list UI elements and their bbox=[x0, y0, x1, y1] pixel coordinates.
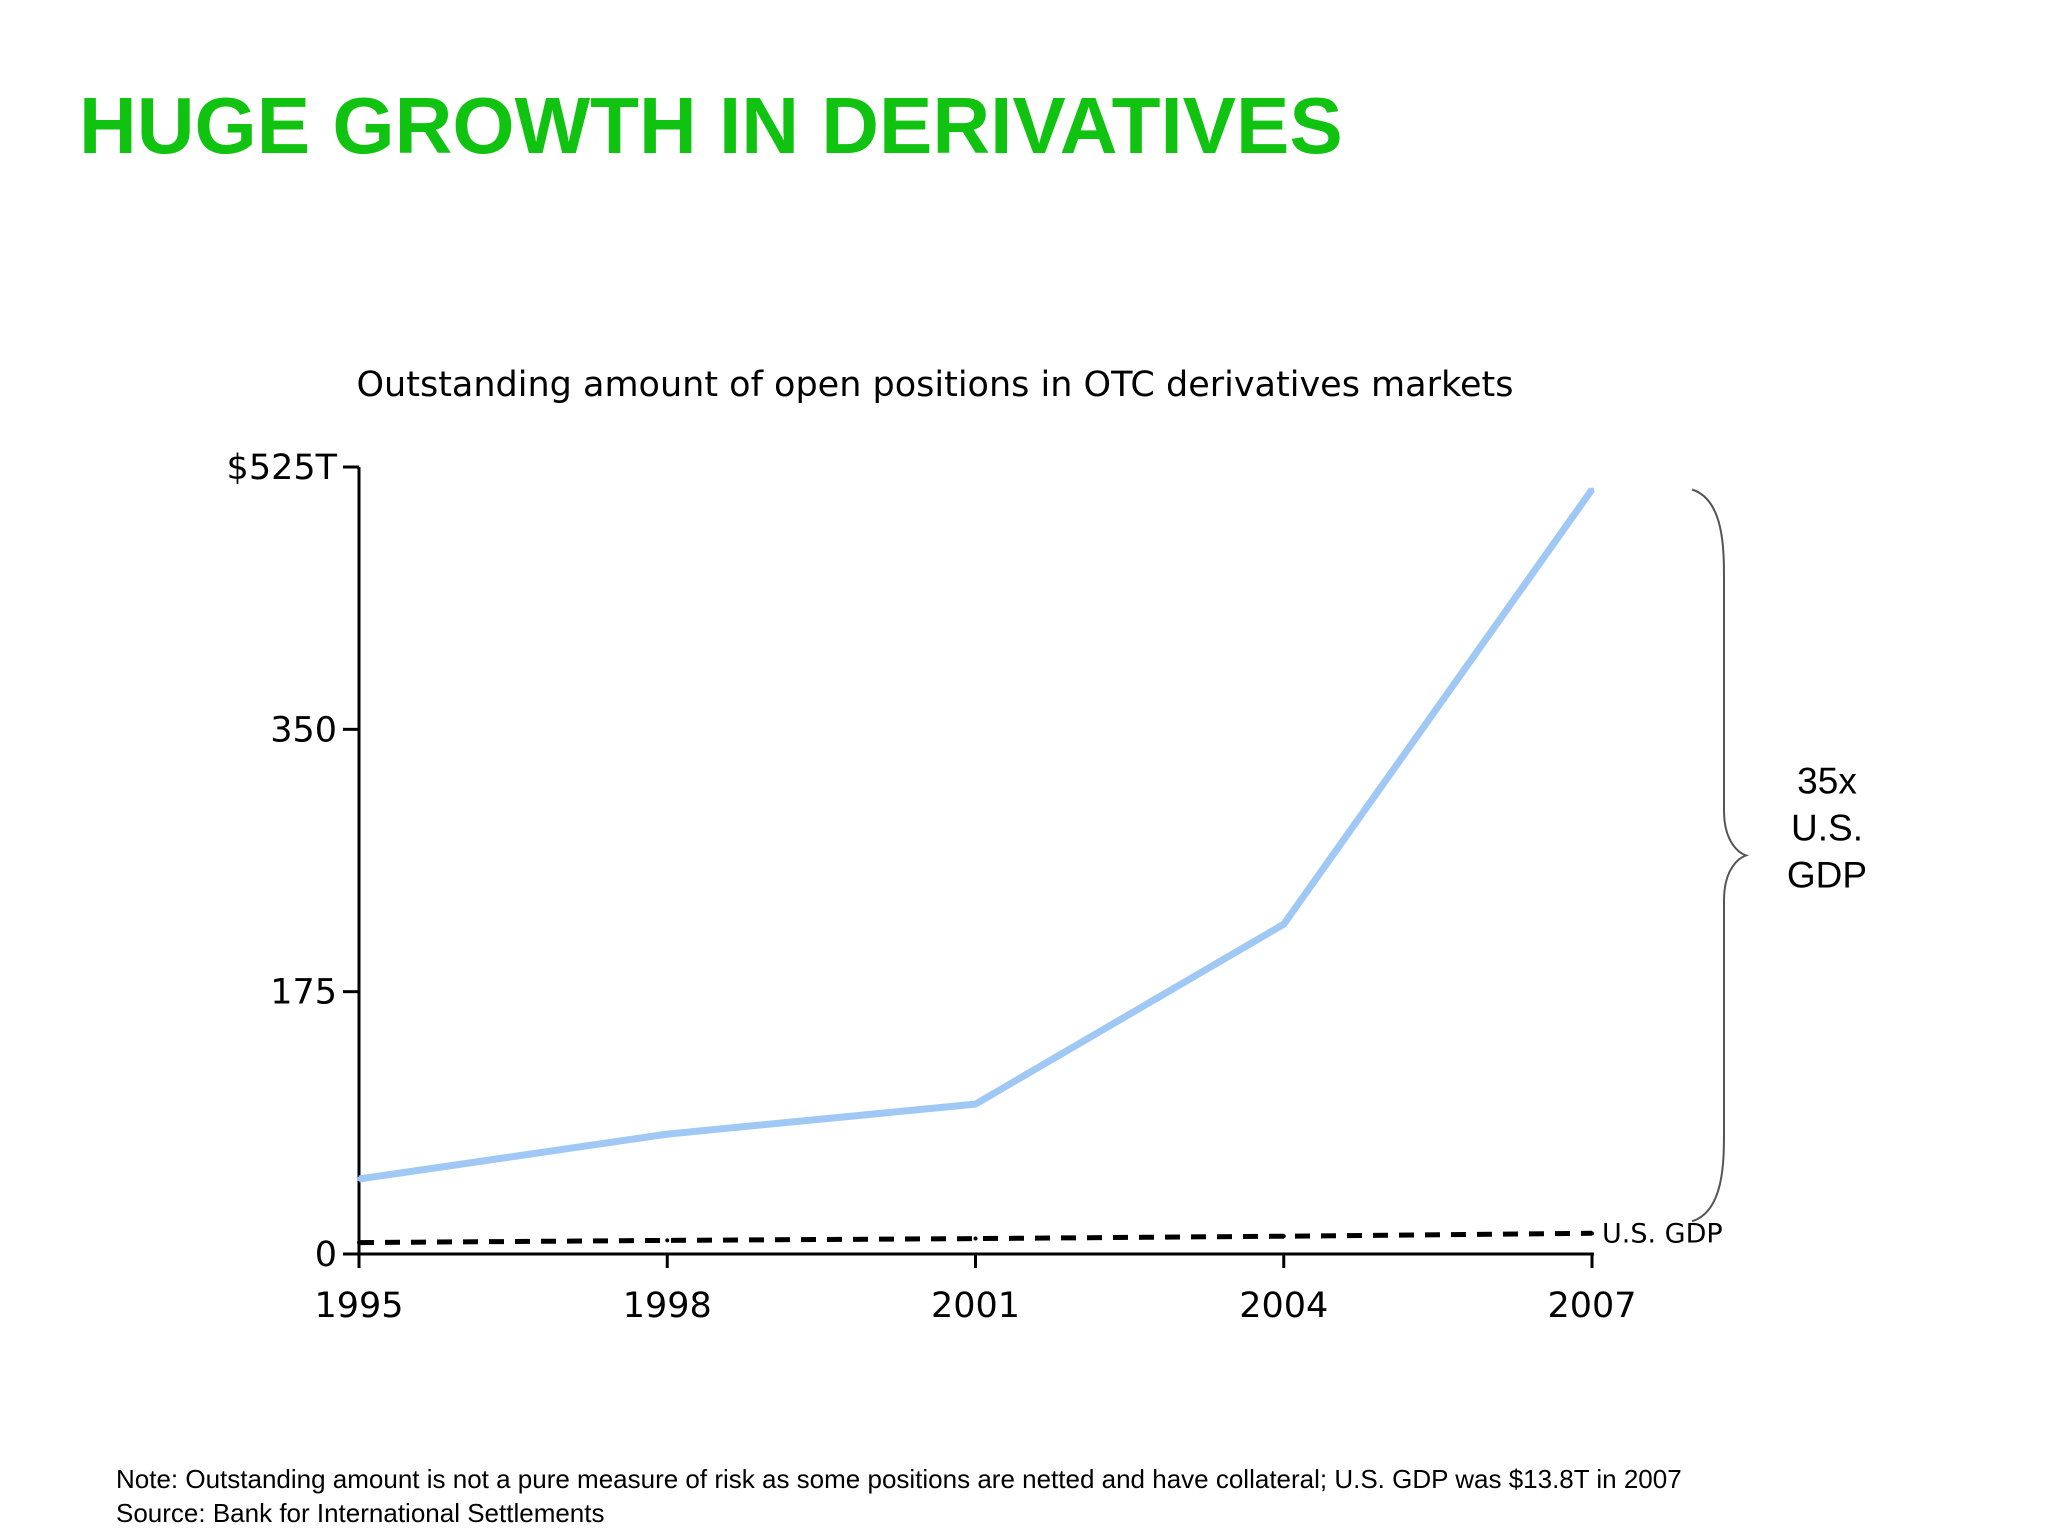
y-tick-label: 175 bbox=[270, 973, 337, 1013]
annotation-line: 35x bbox=[1797, 760, 1857, 801]
slide-title: HUGE GROWTH IN DERIVATIVES bbox=[79, 81, 1343, 170]
us-gdp-point bbox=[973, 1236, 978, 1241]
otc-derivatives-point bbox=[1590, 487, 1594, 492]
x-tick-label: 2007 bbox=[1547, 1286, 1636, 1326]
us-gdp-point bbox=[357, 1240, 361, 1245]
otc-derivatives-line bbox=[358, 487, 1595, 1183]
us-gdp-point bbox=[1281, 1234, 1286, 1239]
curly-brace bbox=[1691, 488, 1750, 1223]
x-tick-label: 1998 bbox=[623, 1286, 712, 1326]
series-label-us-gdp: U.S. GDP bbox=[1602, 1218, 1723, 1249]
y-tick-label: $525T bbox=[227, 448, 338, 488]
annotation-line: GDP bbox=[1787, 854, 1867, 895]
x-tick-label: 2001 bbox=[931, 1286, 1020, 1326]
otc-derivatives-point bbox=[973, 1102, 978, 1107]
source-text: Source: Bank for International Settlemen… bbox=[116, 1498, 605, 1528]
x-tick-label: 1995 bbox=[314, 1286, 403, 1326]
y-tick-label: 0 bbox=[315, 1235, 337, 1275]
otc-derivatives-point bbox=[1281, 922, 1286, 927]
otc-derivatives-point bbox=[357, 1177, 361, 1182]
us-gdp-point bbox=[665, 1238, 670, 1243]
x-tick-label: 2004 bbox=[1239, 1286, 1328, 1326]
chart-title: Outstanding amount of open positions in … bbox=[357, 365, 1514, 405]
y-tick-label: 350 bbox=[270, 710, 337, 750]
otc-derivatives-point bbox=[665, 1132, 670, 1137]
note-text: Note: Outstanding amount is not a pure m… bbox=[116, 1464, 1682, 1494]
us-gdp-line bbox=[358, 1230, 1593, 1246]
annotation-line: U.S. bbox=[1791, 807, 1863, 848]
us-gdp-point bbox=[1590, 1231, 1594, 1236]
